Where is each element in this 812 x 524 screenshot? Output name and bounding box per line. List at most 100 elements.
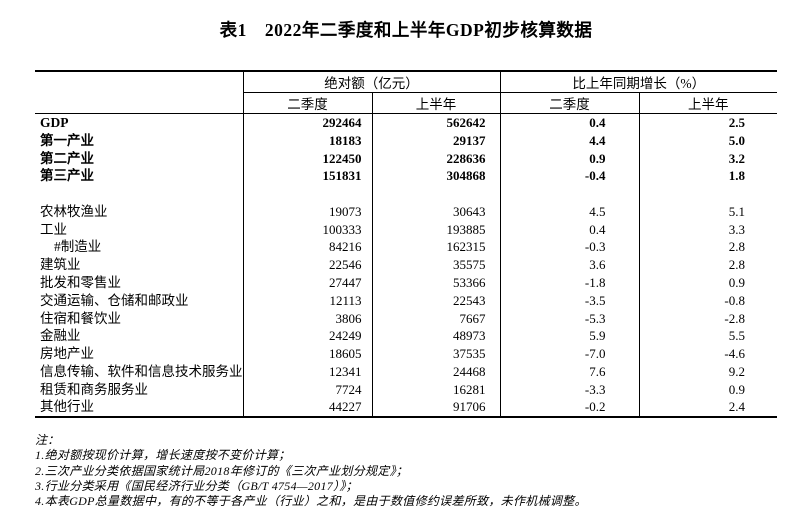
note-line: 4.本表GDP总量数据中，有的不等于各产业（行业）之和，是由于数值修约误差所致，… <box>35 494 587 509</box>
table-row: 信息传输、软件和信息技术服务业 12341 24468 7.6 9.2 <box>35 362 777 381</box>
gdp-table-wrap: 绝对额（亿元） 比上年同期增长（%） 二季度 上半年 二季度 上半年 GDP 2… <box>35 70 777 419</box>
table-row: #制造业 84216 162315 -0.3 2.8 <box>35 238 777 257</box>
row-label: 金融业 <box>40 328 81 344</box>
header-q2-growth: 二季度 <box>499 92 639 114</box>
row-label: 租赁和商务服务业 <box>40 381 148 397</box>
cell-value: 3.3 <box>638 220 777 239</box>
row-label: 信息传输、软件和信息技术服务业 <box>40 363 243 379</box>
cell-value: -0.4 <box>499 167 639 186</box>
row-label: 住宿和餐饮业 <box>40 310 121 326</box>
cell-value: 5.1 <box>638 202 777 221</box>
note-line: 注： <box>35 433 60 447</box>
cell-value: 193885 <box>371 220 500 239</box>
cell-value <box>638 185 777 203</box>
cell-value: 37535 <box>371 345 500 363</box>
cell-value: 151831 <box>242 167 372 186</box>
table-row: 交通运输、仓储和邮政业 12113 22543 -3.5 -0.8 <box>35 291 777 310</box>
cell-value: 12341 <box>242 362 372 381</box>
header-corner-cell <box>35 71 243 114</box>
cell-value: -0.2 <box>499 398 639 418</box>
cell-value: 18605 <box>242 345 372 363</box>
cell-value: 27447 <box>242 274 372 292</box>
table-row: 第一产业 18183 29137 4.4 5.0 <box>35 131 777 150</box>
cell-value: 48973 <box>371 327 500 346</box>
cell-value: 5.0 <box>638 131 777 150</box>
cell-value: 0.4 <box>499 220 639 239</box>
cell-value <box>242 185 372 203</box>
header-group-absolute: 绝对额（亿元） <box>242 71 500 93</box>
table-row: 第三产业 151831 304868 -0.4 1.8 <box>35 167 777 186</box>
cell-value: -1.8 <box>499 274 639 292</box>
cell-value: 100333 <box>242 220 372 239</box>
table-row: 住宿和餐饮业 3806 7667 -5.3 -2.8 <box>35 309 777 328</box>
cell-value: 0.9 <box>638 274 777 292</box>
table-row: 金融业 24249 48973 5.9 5.5 <box>35 327 777 346</box>
table-row: GDP 292464 562642 0.4 2.5 <box>35 113 777 132</box>
table-row: 批发和零售业 27447 53366 -1.8 0.9 <box>35 274 777 292</box>
cell-value: 3806 <box>242 309 372 328</box>
notes: 注： 1.绝对额按现价计算，增长速度按不变价计算； 2.三次产业分类依据国家统计局2… <box>35 433 795 509</box>
cell-value: 84216 <box>242 238 372 257</box>
cell-value: 22546 <box>242 256 372 275</box>
cell-value <box>499 185 639 203</box>
cell-value: 29137 <box>371 131 500 150</box>
table-header: 绝对额（亿元） 比上年同期增长（%） 二季度 上半年 二季度 上半年 <box>35 71 777 114</box>
cell-value: 7.6 <box>499 362 639 381</box>
row-label: 工业 <box>40 221 67 237</box>
cell-value: 4.4 <box>499 131 639 150</box>
table-row: 第二产业 122450 228636 0.9 3.2 <box>35 149 777 168</box>
cell-value: 1.8 <box>638 167 777 186</box>
cell-value: -2.8 <box>638 309 777 328</box>
table-row: 房地产业 18605 37535 -7.0 -4.6 <box>35 345 777 363</box>
table-row: 其他行业 44227 91706 -0.2 2.4 <box>35 398 777 418</box>
row-label: 第一产业 <box>40 132 94 148</box>
cell-value: 304868 <box>371 167 500 186</box>
cell-value: 7667 <box>371 309 500 328</box>
cell-value: 44227 <box>242 398 372 418</box>
cell-value: 24249 <box>242 327 372 346</box>
cell-value: -3.3 <box>499 380 639 399</box>
cell-value: 0.9 <box>499 149 639 168</box>
cell-value: 228636 <box>371 149 500 168</box>
header-h1-growth: 上半年 <box>638 92 777 114</box>
header-group-row: 绝对额（亿元） 比上年同期增长（%） <box>35 71 777 114</box>
row-label: 第二产业 <box>40 150 94 166</box>
gdp-table: 绝对额（亿元） 比上年同期增长（%） 二季度 上半年 二季度 上半年 GDP 2… <box>35 70 777 419</box>
cell-value: 18183 <box>242 131 372 150</box>
row-label: 建筑业 <box>40 257 81 273</box>
cell-value: -5.3 <box>499 309 639 328</box>
cell-value: 9.2 <box>638 362 777 381</box>
row-label: 其他行业 <box>40 399 94 415</box>
cell-value: -3.5 <box>499 291 639 310</box>
row-label: 第三产业 <box>40 168 94 184</box>
cell-value: 91706 <box>371 398 500 418</box>
cell-value: 5.5 <box>638 327 777 346</box>
note-line: 3.行业分类采用《国民经济行业分类（GB/T 4754—2017）》； <box>35 478 358 493</box>
cell-value: 53366 <box>371 274 500 292</box>
header-sub-row: 二季度 上半年 二季度 上半年 <box>35 92 777 114</box>
cell-value: 3.6 <box>499 256 639 275</box>
cell-value: 16281 <box>371 380 500 399</box>
table-row: 建筑业 22546 35575 3.6 2.8 <box>35 256 777 275</box>
cell-value: 0.4 <box>499 113 639 132</box>
row-label: 批发和零售业 <box>40 275 121 291</box>
cell-value: 19073 <box>242 202 372 221</box>
note-line: 1.绝对额按现价计算，增长速度按不变价计算； <box>35 448 291 463</box>
cell-value: 4.5 <box>499 202 639 221</box>
cell-value: 122450 <box>242 149 372 168</box>
row-label: GDP <box>40 115 69 130</box>
cell-value: -4.6 <box>638 345 777 363</box>
cell-value: -0.3 <box>499 238 639 257</box>
table-row: 租赁和商务服务业 7724 16281 -3.3 0.9 <box>35 380 777 399</box>
cell-value: -0.8 <box>638 291 777 310</box>
row-label: #制造业 <box>54 239 102 255</box>
cell-value <box>371 185 500 203</box>
cell-value: 2.5 <box>638 113 777 132</box>
table-row: 工业 100333 193885 0.4 3.3 <box>35 220 777 239</box>
cell-value: 12113 <box>242 291 372 310</box>
cell-value: 2.4 <box>638 398 777 418</box>
cell-value: 3.2 <box>638 149 777 168</box>
cell-value: 30643 <box>371 202 500 221</box>
row-label <box>35 185 243 203</box>
cell-value: 24468 <box>371 362 500 381</box>
